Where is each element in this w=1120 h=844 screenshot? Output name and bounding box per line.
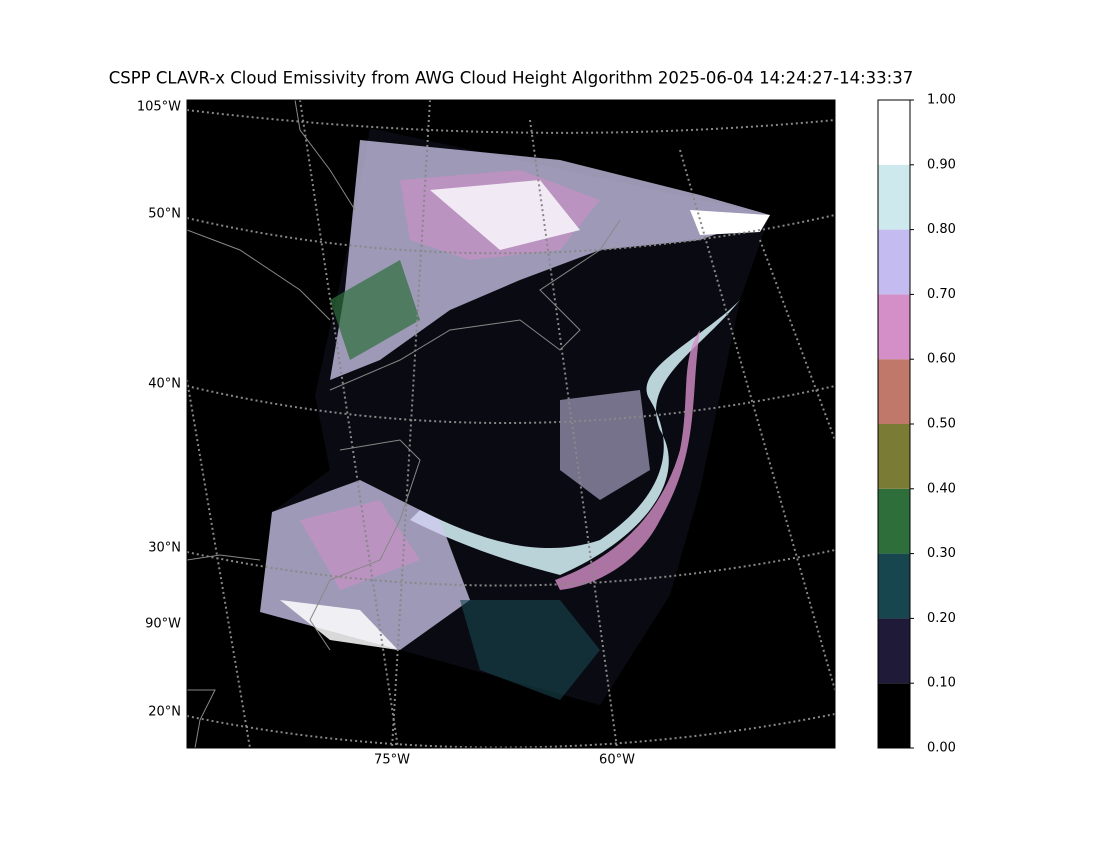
tick-label: 0.30 bbox=[927, 546, 956, 561]
tick-label: 0.50 bbox=[927, 417, 956, 432]
map-frame bbox=[186, 99, 836, 749]
tick-label: 0.70 bbox=[927, 287, 956, 302]
color-segment bbox=[878, 100, 910, 165]
map-labels: 105°W 50°N 40°N 30°N 90°W 20°N 75°W 60°W bbox=[137, 100, 635, 768]
tick-label: 0.40 bbox=[927, 481, 956, 496]
map-label: 50°N bbox=[148, 207, 181, 222]
map-label: 40°N bbox=[148, 377, 181, 392]
tick-label: 0.80 bbox=[927, 222, 956, 237]
color-segment bbox=[878, 618, 910, 684]
color-segment bbox=[878, 488, 910, 554]
tick-label: 0.00 bbox=[927, 741, 956, 756]
tick-label: 0.10 bbox=[927, 676, 956, 691]
colorbar: 0.00 0.10 0.20 0.30 0.40 0.50 0.60 0.70 0.80 0.90… bbox=[877, 93, 956, 756]
tick-label: 0.20 bbox=[927, 611, 956, 626]
map-label: 30°N bbox=[148, 541, 181, 556]
tick-label: 0.60 bbox=[927, 352, 956, 367]
color-segment bbox=[878, 294, 910, 360]
color-segment bbox=[878, 359, 910, 424]
map-label: 60°W bbox=[599, 753, 635, 768]
map-label: 90°W bbox=[145, 617, 181, 632]
map-label: 75°W bbox=[374, 753, 410, 768]
graticule bbox=[187, 100, 835, 748]
color-segment bbox=[878, 424, 910, 489]
cloud-imagery bbox=[260, 128, 770, 705]
title: CSPP CLAVR-x Cloud Emissivity from AWG C… bbox=[109, 69, 913, 88]
tick-label: 0.90 bbox=[927, 157, 956, 172]
color-segment bbox=[878, 229, 910, 295]
color-segment bbox=[878, 553, 910, 619]
tick-label: 1.00 bbox=[927, 93, 956, 108]
map-label: 20°N bbox=[148, 705, 181, 720]
map-panel bbox=[186, 99, 836, 749]
map-label: 105°W bbox=[137, 100, 181, 115]
coastlines bbox=[187, 100, 621, 748]
color-segment bbox=[878, 683, 910, 748]
color-segment bbox=[878, 164, 910, 230]
